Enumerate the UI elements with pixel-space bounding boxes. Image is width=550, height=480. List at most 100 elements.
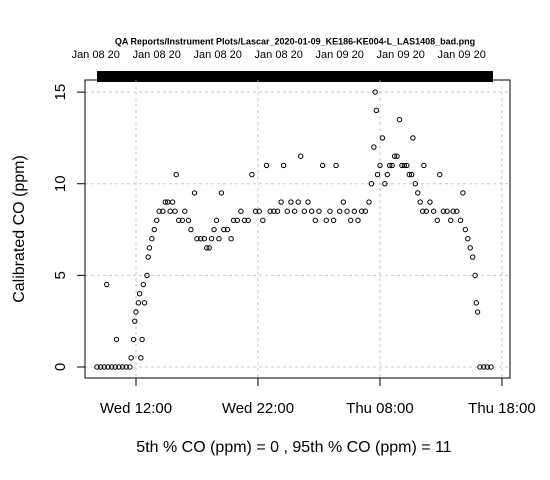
point <box>241 217 248 224</box>
point <box>140 281 147 288</box>
point <box>130 336 137 343</box>
point <box>113 336 120 343</box>
point <box>450 208 456 214</box>
point <box>280 162 287 169</box>
y-axis-label: Calibrated CO (ppm) <box>11 155 28 303</box>
y-tick-label: 15 <box>52 84 69 101</box>
point <box>94 364 100 370</box>
point <box>340 199 347 205</box>
point <box>206 245 212 251</box>
point <box>297 153 304 159</box>
point <box>444 208 450 214</box>
point <box>460 190 466 196</box>
point <box>97 364 104 370</box>
point <box>208 236 215 242</box>
top-tick-label: Jan 09 20 <box>438 49 486 61</box>
point <box>417 199 423 205</box>
point <box>154 217 160 224</box>
point <box>144 272 150 279</box>
point <box>230 217 237 224</box>
point <box>316 208 322 214</box>
y-tick-label: 0 <box>52 363 69 371</box>
point <box>228 236 234 242</box>
point <box>146 245 153 251</box>
point <box>308 208 315 214</box>
point <box>274 208 281 214</box>
point <box>260 217 266 224</box>
x-tick-label: Thu 08:00 <box>346 400 414 417</box>
point <box>116 364 122 370</box>
point <box>412 181 419 187</box>
point <box>191 190 198 196</box>
point <box>457 217 464 224</box>
point <box>355 217 361 224</box>
point <box>141 300 148 306</box>
point <box>473 300 480 306</box>
point <box>419 208 426 214</box>
point <box>301 208 308 214</box>
point <box>295 199 301 205</box>
point <box>488 364 494 370</box>
point <box>408 171 415 178</box>
point <box>101 364 107 370</box>
point <box>401 162 408 169</box>
point <box>234 217 240 224</box>
point <box>312 217 319 224</box>
point <box>454 208 460 214</box>
rug-bar <box>97 71 493 82</box>
point <box>362 208 369 214</box>
point <box>156 208 162 214</box>
point <box>218 190 225 196</box>
point <box>224 226 231 233</box>
point <box>133 309 139 315</box>
point <box>351 208 358 214</box>
point <box>474 309 481 315</box>
point <box>169 199 176 205</box>
point <box>404 162 410 169</box>
point <box>480 364 487 370</box>
point <box>394 153 400 159</box>
point <box>372 89 378 95</box>
point <box>112 364 118 370</box>
point <box>160 208 166 214</box>
point <box>167 208 173 214</box>
point <box>119 364 126 370</box>
point <box>139 336 145 343</box>
point <box>371 144 377 150</box>
point <box>284 208 290 214</box>
point <box>415 190 421 196</box>
x-tick-label: Thu 18:00 <box>468 400 536 417</box>
point <box>135 300 142 306</box>
x-tick-label: Wed 12:00 <box>100 400 172 417</box>
plot-frame <box>84 79 511 379</box>
point <box>104 281 110 288</box>
point <box>330 217 337 224</box>
point <box>151 226 157 233</box>
point <box>472 272 478 279</box>
point <box>427 199 433 205</box>
point <box>278 199 284 205</box>
point <box>213 217 220 224</box>
chart-title: QA Reports/Instrument Plots/Lascar_2020-… <box>115 36 475 46</box>
top-tick-label: Jan 09 20 <box>316 49 364 61</box>
point <box>396 116 403 123</box>
point <box>391 153 398 159</box>
point <box>136 290 143 297</box>
point <box>434 217 440 224</box>
point <box>194 236 200 242</box>
point <box>245 217 251 224</box>
point <box>477 364 483 370</box>
point <box>387 162 393 169</box>
x-tick-label: Wed 22:00 <box>222 400 294 417</box>
point <box>249 171 255 178</box>
point <box>188 226 194 233</box>
point <box>327 208 333 214</box>
x-axis-label: 5th % CO (ppm) = 0 , 95th % CO (ppm) = 1… <box>136 439 451 456</box>
point <box>344 208 350 214</box>
point <box>162 199 168 205</box>
point <box>127 364 133 370</box>
point <box>484 364 491 370</box>
point <box>267 208 273 214</box>
point <box>123 364 129 370</box>
